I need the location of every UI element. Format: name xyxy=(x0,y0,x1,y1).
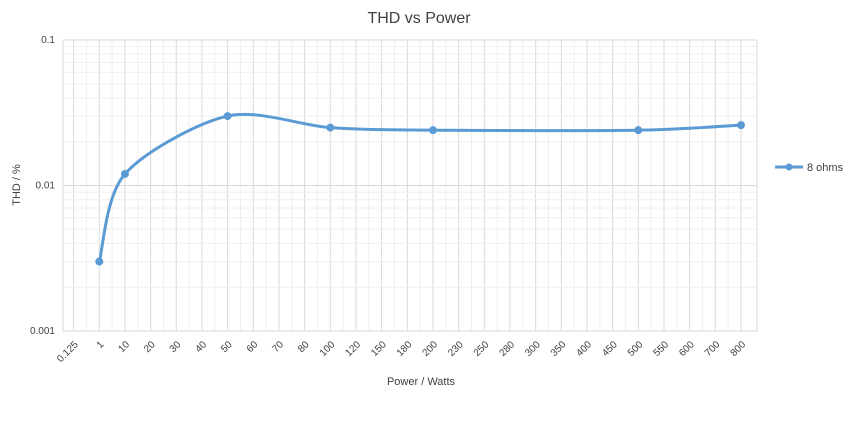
data-point xyxy=(95,257,104,266)
data-point xyxy=(326,123,335,132)
x-tick-label: 800 xyxy=(729,339,749,359)
x-tick-label: 150 xyxy=(369,339,389,359)
grid xyxy=(62,39,758,332)
data-point xyxy=(223,112,232,121)
x-tick-label: 50 xyxy=(219,339,235,355)
x-tick-label: 20 xyxy=(142,339,158,355)
x-tick-label: 350 xyxy=(549,339,569,359)
x-tick-label: 300 xyxy=(523,339,543,359)
x-tick-label: 600 xyxy=(677,339,697,359)
x-tick-label: 280 xyxy=(498,339,518,359)
x-tick-label: 400 xyxy=(575,339,595,359)
x-tick-label: 0.125 xyxy=(55,339,81,365)
y-tick-label: 0.01 xyxy=(36,181,56,192)
x-tick-label: 450 xyxy=(600,339,620,359)
x-tick-label: 500 xyxy=(626,339,646,359)
data-point xyxy=(428,126,437,135)
x-tick-label: 10 xyxy=(116,339,132,355)
x-tick-label: 200 xyxy=(421,339,441,359)
x-tick-label: 1 xyxy=(95,339,107,351)
x-tick-label: 700 xyxy=(703,339,723,359)
x-tick-label: 80 xyxy=(296,339,312,355)
legend: 8 ohms xyxy=(775,162,844,174)
x-tick-label: 550 xyxy=(652,339,672,359)
x-tick-label: 120 xyxy=(344,339,364,359)
x-axis-label: Power / Watts xyxy=(387,376,456,388)
series-layer xyxy=(95,112,745,266)
data-point xyxy=(120,169,129,178)
x-tick-label: 40 xyxy=(193,339,209,355)
x-tick-label: 60 xyxy=(245,339,261,355)
y-tick-label: 0.1 xyxy=(41,35,55,46)
x-tick-label: 100 xyxy=(318,339,338,359)
x-tick-label: 180 xyxy=(395,339,415,359)
x-tick-label: 230 xyxy=(446,339,466,359)
x-tick-label: 70 xyxy=(270,339,286,355)
y-tick-label: 0.001 xyxy=(30,326,55,337)
y-axis-label: THD / % xyxy=(11,164,23,206)
legend-marker xyxy=(785,163,793,171)
data-point xyxy=(737,121,745,130)
legend-label: 8 ohms xyxy=(807,162,844,174)
x-tick-label: 250 xyxy=(472,339,492,359)
x-tick-label: 30 xyxy=(168,339,184,355)
data-point xyxy=(634,126,643,135)
chart-title: THD vs Power xyxy=(367,10,471,27)
